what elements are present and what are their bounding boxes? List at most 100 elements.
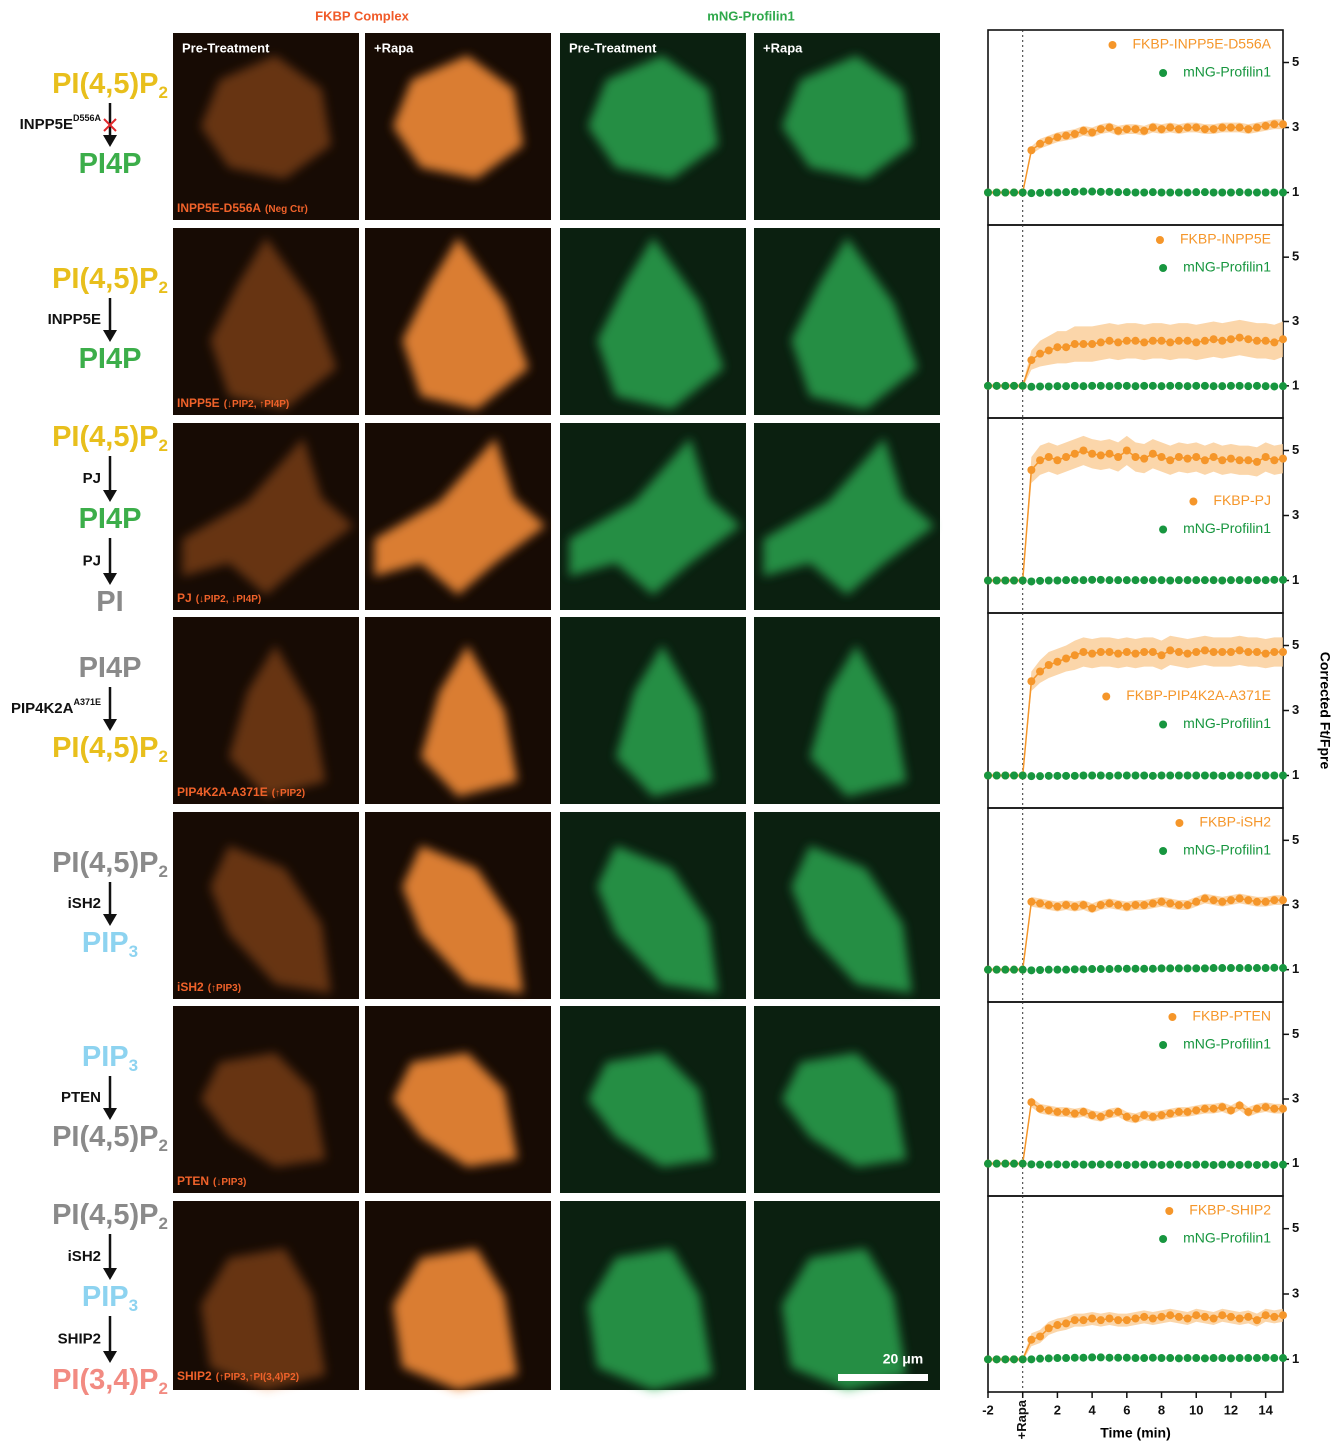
- data-point: [1262, 1311, 1270, 1319]
- data-point: [1036, 966, 1044, 974]
- data-point: [1279, 1354, 1287, 1362]
- data-point: [1027, 146, 1035, 154]
- data-point: [1097, 772, 1105, 780]
- data-point: [1036, 1161, 1044, 1169]
- data-point: [1053, 577, 1061, 585]
- data-point: [1062, 901, 1070, 909]
- species-subscript: 3: [129, 1296, 138, 1315]
- data-point: [1218, 1311, 1226, 1319]
- column-label: Pre-Treatment: [182, 40, 270, 55]
- legend-marker: [1159, 69, 1167, 77]
- data-point: [1036, 140, 1044, 148]
- data-point: [1158, 125, 1166, 133]
- data-point: [1227, 1161, 1235, 1169]
- data-point: [1062, 1319, 1070, 1327]
- data-point: [1175, 1354, 1183, 1362]
- data-point: [1027, 1355, 1035, 1363]
- data-point: [1253, 576, 1261, 584]
- species-name: PI(4,5)P: [52, 263, 158, 295]
- data-point: [1192, 964, 1200, 972]
- data-point: [1027, 898, 1035, 906]
- data-point: [1097, 1113, 1105, 1121]
- data-point: [1105, 648, 1113, 656]
- data-point: [1053, 1354, 1061, 1362]
- data-point: [1114, 1354, 1122, 1362]
- species-name: PIP: [82, 1041, 129, 1073]
- data-point: [1045, 346, 1053, 354]
- data-point: [1210, 189, 1218, 197]
- data-point: [1045, 772, 1053, 780]
- y-tick-label: 3: [1292, 1285, 1299, 1300]
- species-name: PIP: [82, 1281, 129, 1313]
- data-point: [1166, 646, 1174, 654]
- data-point: [1218, 382, 1226, 390]
- species-name: PI(4,5)P: [52, 68, 158, 100]
- data-point: [1218, 1354, 1226, 1362]
- data-point: [1236, 772, 1244, 780]
- data-point: [1236, 964, 1244, 972]
- data-point: [1045, 1324, 1053, 1332]
- y-tick-label: 1: [1292, 184, 1299, 199]
- data-point: [1036, 668, 1044, 676]
- enzyme-name: INPP5E: [20, 116, 73, 133]
- data-point: [1158, 1111, 1166, 1119]
- data-point: [1253, 189, 1261, 197]
- data-point: [1184, 1161, 1192, 1169]
- data-point: [1062, 188, 1070, 196]
- data-point: [1244, 576, 1252, 584]
- species-name: PI(4,5)P: [52, 1199, 158, 1231]
- data-point: [1045, 577, 1053, 585]
- data-point: [1192, 453, 1200, 461]
- data-point: [1045, 901, 1053, 909]
- data-point: [1166, 1110, 1174, 1118]
- species-subscript: 2: [158, 1214, 167, 1233]
- species: PI(4,5)P2: [52, 1199, 168, 1234]
- data-point: [1227, 382, 1235, 390]
- data-point: [1027, 356, 1035, 364]
- data-point: [1088, 772, 1096, 780]
- data-point: [1114, 1161, 1122, 1169]
- data-point: [993, 382, 1001, 390]
- data-point: [1253, 458, 1261, 466]
- data-point: [1132, 965, 1140, 973]
- data-point: [1279, 335, 1287, 343]
- data-point: [984, 189, 992, 197]
- data-point: [1253, 382, 1261, 390]
- data-point: [984, 1160, 992, 1168]
- data-point: [1175, 382, 1183, 390]
- data-point: [1210, 772, 1218, 780]
- data-point: [1279, 1311, 1287, 1319]
- data-point: [1097, 1353, 1105, 1361]
- data-point: [1158, 337, 1166, 345]
- data-point: [1192, 338, 1200, 346]
- data-point: [1227, 648, 1235, 656]
- data-point: [1236, 646, 1244, 654]
- data-point: [1270, 120, 1278, 128]
- data-point: [1140, 127, 1148, 135]
- enzyme-name: iSH2: [68, 895, 101, 912]
- y-tick-label: 1: [1292, 767, 1299, 782]
- data-point: [1192, 648, 1200, 656]
- data-point: [1253, 648, 1261, 656]
- data-point: [1036, 899, 1044, 907]
- data-point: [1123, 125, 1131, 133]
- data-point: [1192, 124, 1200, 132]
- data-point: [1132, 772, 1140, 780]
- data-point: [1123, 1161, 1131, 1169]
- data-point: [1218, 964, 1226, 972]
- data-point: [1175, 1161, 1183, 1169]
- data-point: [1166, 1311, 1174, 1319]
- data-point: [1158, 964, 1166, 972]
- construct-label: iSH2(↑PIP3): [177, 980, 241, 994]
- series-line: [988, 650, 1283, 775]
- data-point: [1053, 658, 1061, 666]
- species-name: PI4P: [79, 148, 142, 180]
- data-point: [1192, 772, 1200, 780]
- data-point: [1236, 895, 1244, 903]
- data-point: [993, 1355, 1001, 1363]
- enzyme: PTEN: [61, 1089, 101, 1106]
- legend-marker: [1159, 526, 1167, 534]
- data-point: [1123, 576, 1131, 584]
- data-point: [1158, 651, 1166, 659]
- data-point: [1079, 648, 1087, 656]
